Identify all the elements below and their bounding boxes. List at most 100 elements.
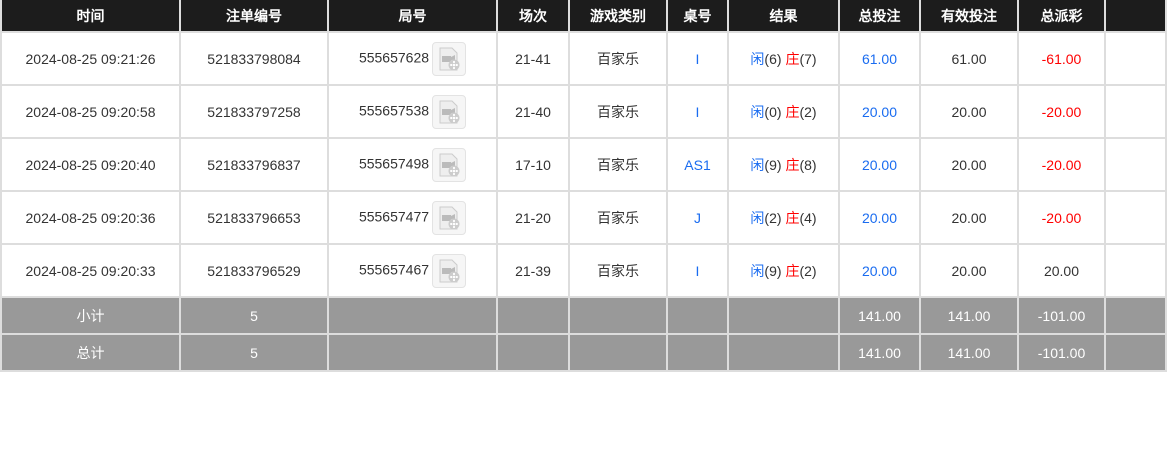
bet-history-table: 时间 注单编号 局号 场次 游戏类别 桌号 结果 总投注 有效投注 总派彩 2024-08-25 … (0, 0, 1167, 372)
session: 21-40 (496, 84, 570, 139)
video-replay-icon[interactable] (432, 253, 467, 288)
empty-cell (666, 333, 729, 372)
table-row: 2024-08-25 09:20:58 521833797258 5556575… (0, 84, 1167, 139)
round-cell: 555657628 (327, 31, 498, 86)
session: 21-39 (496, 243, 570, 298)
video-replay-icon[interactable] (432, 94, 467, 129)
empty-cell (666, 296, 729, 335)
bet-time: 2024-08-25 09:21:26 (0, 31, 181, 86)
summary-total-bet: 141.00 (838, 333, 921, 372)
game-type: 百家乐 (568, 190, 668, 245)
summary-label: 小计 (0, 296, 181, 335)
round-cell: 555657498 (327, 137, 498, 192)
video-replay-icon[interactable] (432, 200, 467, 235)
empty-cell (727, 333, 840, 372)
player-label: 闲 (750, 50, 765, 67)
empty-cell (1104, 243, 1167, 298)
total-bet: 20.00 (838, 243, 921, 298)
bet-time: 2024-08-25 09:20:36 (0, 190, 181, 245)
column-header: 总投注 (838, 0, 921, 33)
player-label: 闲 (750, 156, 765, 173)
bet-id: 521833796529 (179, 243, 329, 298)
banker-label: 庄 (785, 156, 800, 173)
summary-label: 总计 (0, 333, 181, 372)
table-id: I (666, 31, 729, 86)
result: 闲(9) 庄(8) (727, 137, 840, 192)
total-bet: 20.00 (838, 84, 921, 139)
total-bet: 20.00 (838, 190, 921, 245)
empty-cell (1104, 296, 1167, 335)
game-type: 百家乐 (568, 84, 668, 139)
summary-total-bet: 141.00 (838, 296, 921, 335)
session: 21-41 (496, 31, 570, 86)
bet-id: 521833797258 (179, 84, 329, 139)
banker-label: 庄 (785, 50, 800, 67)
bet-time: 2024-08-25 09:20:40 (0, 137, 181, 192)
table-row: 2024-08-25 09:20:33 521833796529 5556574… (0, 243, 1167, 298)
column-header: 总派彩 (1017, 0, 1106, 33)
empty-cell (327, 333, 498, 372)
video-replay-icon[interactable] (432, 147, 467, 182)
player-label: 闲 (750, 262, 765, 279)
result: 闲(9) 庄(2) (727, 243, 840, 298)
valid-bet: 20.00 (919, 190, 1019, 245)
round-cell: 555657538 (327, 84, 498, 139)
payout: 20.00 (1017, 243, 1106, 298)
column-header: 局号 (327, 0, 498, 33)
result: 闲(0) 庄(2) (727, 84, 840, 139)
valid-bet: 61.00 (919, 31, 1019, 86)
bet-id: 521833798084 (179, 31, 329, 86)
valid-bet: 20.00 (919, 84, 1019, 139)
valid-bet: 20.00 (919, 137, 1019, 192)
round-cell: 555657467 (327, 243, 498, 298)
session: 17-10 (496, 137, 570, 192)
empty-cell (496, 333, 570, 372)
empty-cell (568, 296, 668, 335)
game-type: 百家乐 (568, 137, 668, 192)
player-value: (9) (764, 262, 782, 279)
empty-cell (1104, 333, 1167, 372)
column-header-empty (1104, 0, 1167, 33)
banker-value: (2) (799, 103, 817, 120)
column-header: 结果 (727, 0, 840, 33)
round-id: 555657538 (358, 102, 430, 119)
valid-bet: 20.00 (919, 243, 1019, 298)
total-bet: 20.00 (838, 137, 921, 192)
bet-time: 2024-08-25 09:20:58 (0, 84, 181, 139)
banker-value: (8) (799, 156, 817, 173)
summary-valid-bet: 141.00 (919, 296, 1019, 335)
player-value: (0) (764, 103, 782, 120)
bet-id: 521833796837 (179, 137, 329, 192)
video-replay-icon[interactable] (432, 41, 467, 76)
round-id: 555657628 (358, 49, 430, 66)
player-value: (6) (764, 50, 782, 67)
banker-label: 庄 (785, 262, 800, 279)
column-header: 桌号 (666, 0, 729, 33)
summary-count: 5 (179, 296, 329, 335)
round-id: 555657467 (358, 261, 430, 278)
empty-cell (1104, 84, 1167, 139)
table-id: I (666, 84, 729, 139)
payout: -61.00 (1017, 31, 1106, 86)
payout: -20.00 (1017, 190, 1106, 245)
summary-valid-bet: 141.00 (919, 333, 1019, 372)
table-row: 2024-08-25 09:20:36 521833796653 5556574… (0, 190, 1167, 245)
round-id: 555657498 (358, 155, 430, 172)
summary-count: 5 (179, 333, 329, 372)
empty-cell (1104, 31, 1167, 86)
empty-cell (1104, 190, 1167, 245)
table-id: J (666, 190, 729, 245)
column-header: 场次 (496, 0, 570, 33)
empty-cell (1104, 137, 1167, 192)
player-value: (2) (764, 209, 782, 226)
payout: -20.00 (1017, 84, 1106, 139)
banker-label: 庄 (785, 209, 800, 226)
header-row: 时间 注单编号 局号 场次 游戏类别 桌号 结果 总投注 有效投注 总派彩 (0, 0, 1167, 33)
table-row: 2024-08-25 09:20:40 521833796837 5556574… (0, 137, 1167, 192)
banker-value: (2) (799, 262, 817, 279)
player-label: 闲 (750, 209, 765, 226)
summary-payout: -101.00 (1017, 296, 1106, 335)
payout: -20.00 (1017, 137, 1106, 192)
game-type: 百家乐 (568, 31, 668, 86)
bet-time: 2024-08-25 09:20:33 (0, 243, 181, 298)
